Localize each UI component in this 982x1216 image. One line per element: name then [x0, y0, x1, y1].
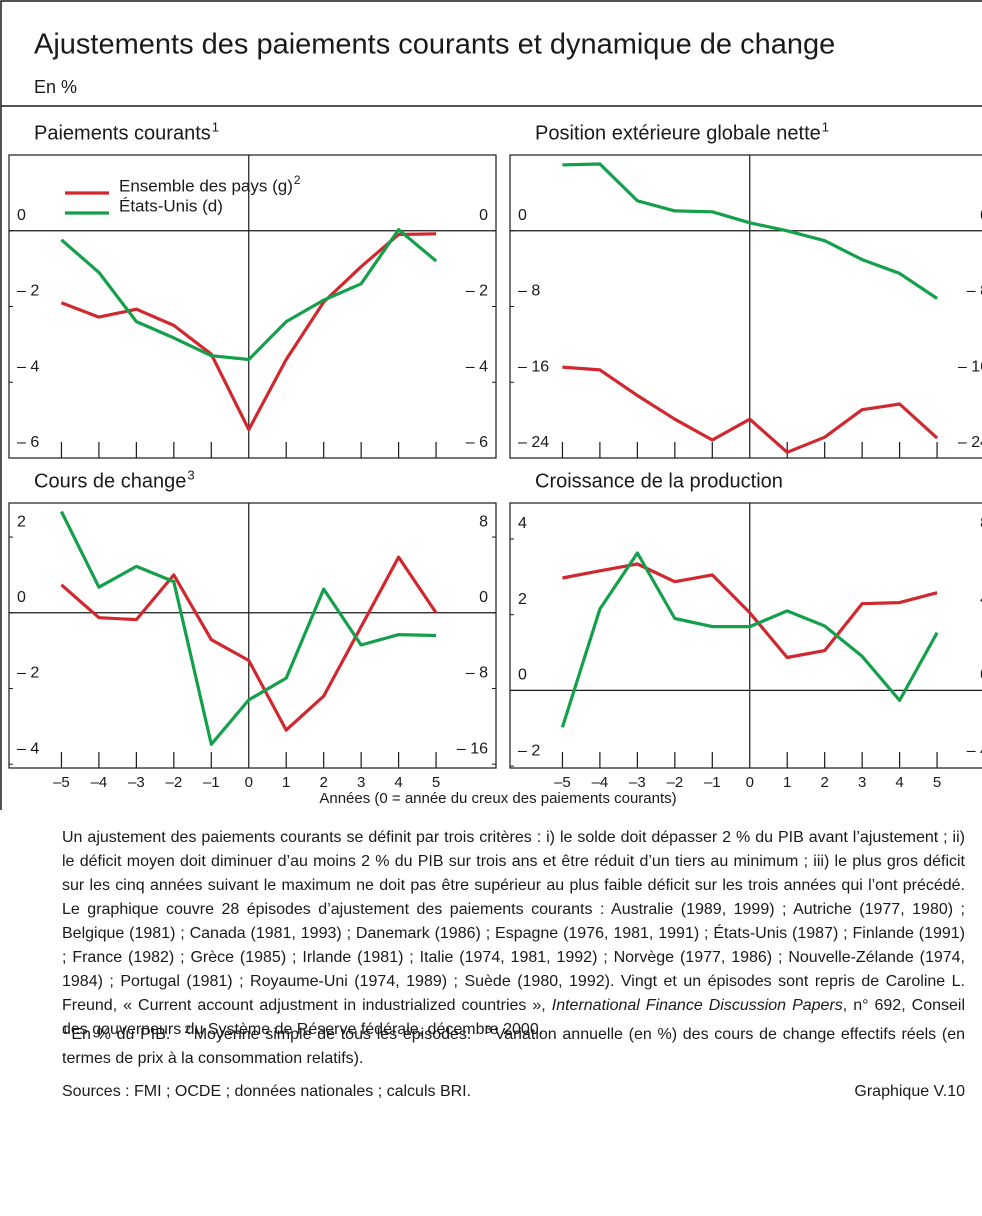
x-tick-label: 5 — [933, 774, 941, 791]
y2-tick-label: – 6 — [466, 434, 488, 451]
panel-title: Paiements courants — [34, 122, 211, 144]
plot-frame — [8, 502, 497, 769]
y2-tick-label: 0 — [479, 589, 488, 606]
note-text: , n° 692, Conseil des gouverneurs du Sys… — [62, 997, 966, 1038]
panel-title-note: 1 — [822, 119, 829, 134]
subtitle: En % — [34, 77, 77, 97]
y-tick-label: – 4 — [17, 740, 39, 757]
y-tick-label: 0 — [17, 207, 26, 224]
series-line — [562, 162, 938, 300]
x-tick-label: –5 — [554, 774, 571, 791]
y2-tick-label: 0 — [479, 207, 488, 224]
x-tick-label: –2 — [666, 774, 683, 791]
series-line — [562, 365, 939, 454]
frame — [0, 0, 982, 810]
y2-tick-label: – 8 — [466, 665, 488, 682]
panel-title: Position extérieure globale nette — [535, 122, 821, 144]
x-tick-label: 0 — [746, 774, 754, 791]
y-tick-label: – 24 — [518, 434, 549, 451]
y-tick-label: – 2 — [17, 665, 39, 682]
x-tick-label: 1 — [783, 774, 791, 791]
x-tick-label: 4 — [394, 774, 402, 791]
footnote-mark: 2 — [184, 1024, 191, 1036]
footnotes: 1 En % du PIB. 2 Moyenne simple de tous l… — [62, 1018, 965, 1071]
y-tick-label: – 16 — [518, 358, 549, 375]
y-tick-label: – 2 — [518, 742, 540, 759]
legend-label: Ensemble des pays (g) — [119, 176, 293, 195]
y2-tick-label: – 8 — [967, 283, 982, 300]
footnote-mark: 1 — [62, 1024, 69, 1036]
footnote-text: Variation annuelle (en %) des cours de c… — [62, 1026, 966, 1068]
x-tick-label: –3 — [128, 774, 145, 791]
note-text: Un ajustement des paiements courants se … — [62, 829, 965, 1014]
plot-frame — [8, 154, 497, 459]
footnote-text: Moyenne simple de tous les épisodes. — [193, 1026, 472, 1044]
y2-tick-label: 8 — [479, 513, 488, 530]
x-tick-label: 3 — [858, 774, 866, 791]
y-tick-label: – 2 — [17, 283, 39, 300]
chart-label: Graphique V.10 — [854, 1083, 965, 1100]
series-line — [60, 228, 438, 362]
y2-tick-label: – 4 — [466, 358, 488, 375]
y2-tick-label: 4 — [980, 591, 982, 608]
x-tick-label: 1 — [282, 774, 290, 791]
y2-tick-label: – 24 — [958, 434, 982, 451]
series-line — [60, 232, 437, 432]
y2-tick-label: – 2 — [466, 283, 488, 300]
panel-title-note: 1 — [212, 119, 219, 134]
y-tick-label: 2 — [518, 591, 527, 608]
x-tick-label: –4 — [592, 774, 609, 791]
footnote-mark: 3 — [485, 1024, 492, 1036]
x-tick-label: –4 — [91, 774, 108, 791]
x-tick-label: 2 — [821, 774, 829, 791]
series-line — [60, 555, 438, 732]
note-italic: International Finance Discussion Papers — [551, 997, 843, 1014]
x-tick-label: –3 — [629, 774, 646, 791]
y-tick-label: – 8 — [518, 283, 540, 300]
main-title: Ajustements des paiements courants et dy… — [34, 29, 835, 61]
y2-tick-label: 0 — [980, 667, 982, 684]
y-tick-label: 2 — [17, 513, 26, 530]
x-axis-title: Années (0 = année du creux des paiements… — [319, 790, 676, 807]
series-line — [59, 510, 437, 746]
panel-title: Croissance de la production — [535, 470, 783, 492]
x-tick-label: –1 — [203, 774, 220, 791]
x-tick-label: –5 — [53, 774, 70, 791]
y-tick-label: 0 — [17, 589, 26, 606]
y2-tick-label: 0 — [980, 207, 982, 224]
x-tick-label: 5 — [432, 774, 440, 791]
y-tick-label: 0 — [518, 207, 527, 224]
sources-row: Sources : FMI ; OCDE ; données nationale… — [62, 1080, 965, 1104]
chart-area: Ajustements des paiements courants et dy… — [0, 0, 982, 810]
x-tick-label: 3 — [357, 774, 365, 791]
series-line — [562, 562, 938, 660]
y2-tick-label: – 16 — [457, 740, 488, 757]
y2-tick-label: – 16 — [958, 358, 982, 375]
x-tick-label: –2 — [165, 774, 182, 791]
y2-tick-label: 8 — [980, 515, 982, 532]
y-tick-label: – 4 — [17, 358, 39, 375]
sources: Sources : FMI ; OCDE ; données nationale… — [62, 1083, 472, 1100]
panel-title-note: 3 — [187, 467, 194, 482]
series-line — [560, 551, 939, 728]
x-tick-label: –1 — [704, 774, 721, 791]
legend-note: 2 — [294, 173, 301, 187]
y-tick-label: 0 — [518, 667, 527, 684]
y-tick-label: – 6 — [17, 434, 39, 451]
x-tick-label: 0 — [245, 774, 253, 791]
y-tick-label: 4 — [518, 515, 527, 532]
x-tick-label: 2 — [320, 774, 328, 791]
legend-label: États-Unis (d) — [119, 196, 223, 215]
panel-title: Cours de change — [34, 470, 186, 492]
note: Un ajustement des paiements courants se … — [62, 826, 965, 1042]
y2-tick-label: – 4 — [967, 742, 982, 759]
plot-frame — [509, 502, 982, 769]
footnote-text: En % du PIB. — [71, 1026, 171, 1044]
x-tick-label: 4 — [895, 774, 903, 791]
